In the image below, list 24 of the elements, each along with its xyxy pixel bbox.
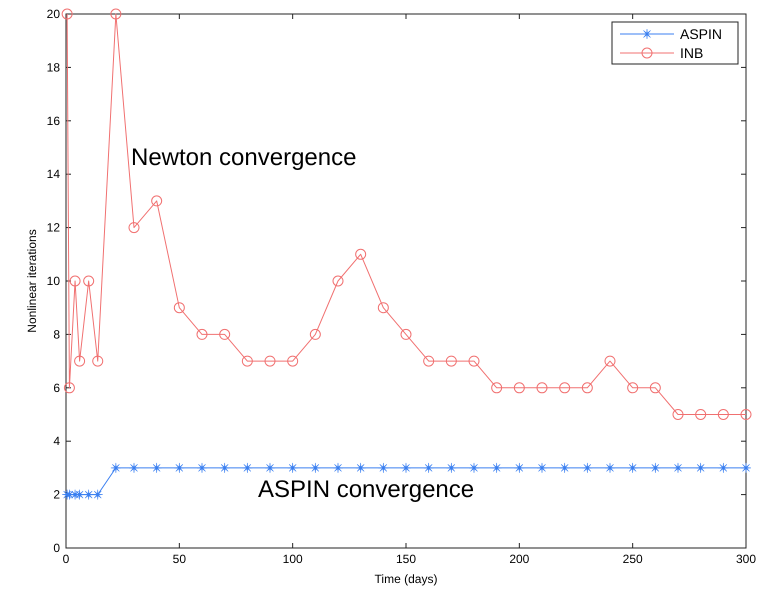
y-tick-label: 2 — [53, 488, 60, 502]
y-tick-label: 4 — [53, 434, 60, 448]
legend-label: INB — [680, 45, 704, 61]
y-tick-label: 18 — [46, 60, 60, 74]
x-tick-label: 200 — [509, 552, 530, 566]
y-tick-label: 8 — [53, 327, 60, 342]
x-axis-title: Time (days) — [374, 572, 438, 586]
y-tick-label: 12 — [46, 220, 60, 235]
y-tick-label: 16 — [46, 114, 60, 128]
y-tick-label: 6 — [53, 380, 60, 395]
y-tick-label: 20 — [46, 7, 60, 21]
x-tick-label: 250 — [622, 552, 643, 566]
y-axis-title: Nonlinear iterations — [25, 229, 39, 333]
y-tick-label: 14 — [46, 167, 60, 182]
annotation: ASPIN convergence — [258, 476, 474, 503]
x-tick-label: 0 — [62, 552, 70, 566]
legend-label: ASPIN — [680, 26, 722, 42]
x-tick-label: 300 — [736, 552, 756, 566]
x-tick-label: 100 — [282, 552, 303, 566]
x-tick-label: 150 — [396, 552, 416, 566]
x-tick-label: 50 — [172, 552, 186, 566]
y-tick-label: 10 — [46, 274, 60, 288]
annotation: Newton convergence — [131, 144, 356, 171]
y-tick-label: 0 — [53, 541, 60, 555]
